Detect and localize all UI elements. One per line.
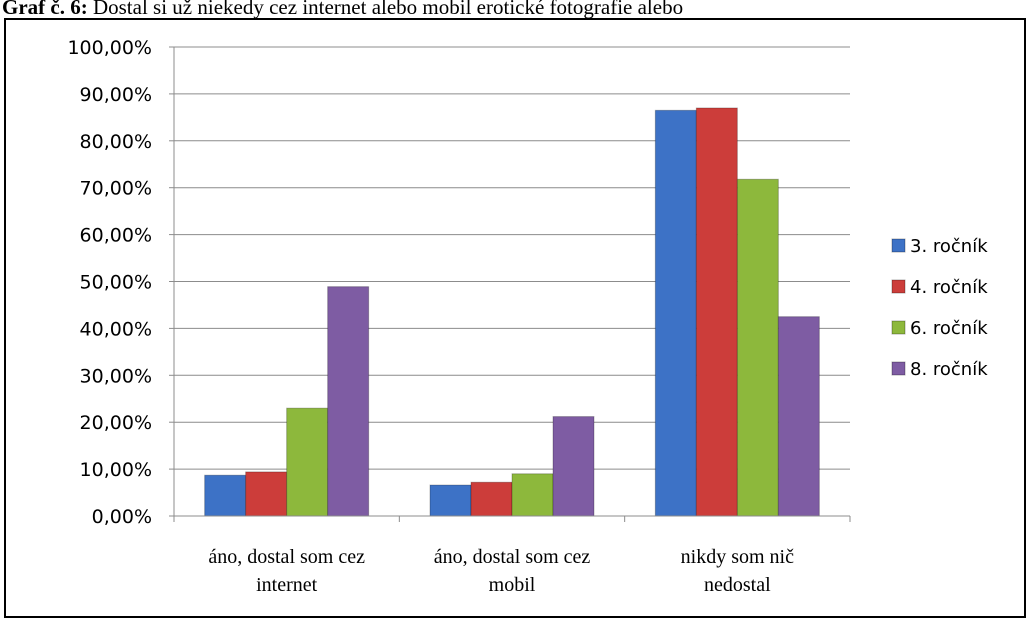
x-category-label: mobil (489, 574, 536, 596)
x-axis: áno, dostal som cez internet áno, dostal s… (173, 515, 851, 596)
bar (511, 473, 554, 517)
legend: 3. ročník 4. ročník 6. ročník 8. ročník (891, 236, 988, 380)
bar (695, 107, 738, 517)
x-category-label: nedostal (704, 574, 771, 596)
x-category-label: áno, dostal som cez (434, 546, 591, 568)
x-category-label: nikdy som nič (681, 546, 794, 568)
y-tick-label: 100,00% (67, 37, 152, 59)
y-tick-label: 80,00% (80, 131, 152, 153)
y-tick-label: 40,00% (80, 318, 152, 340)
legend-label: 4. ročník (910, 277, 988, 298)
bar (327, 286, 370, 517)
bar (429, 484, 472, 517)
bar (470, 481, 513, 517)
chart-frame: 0,00% 10,00% 20,00% 30,00% 40,00% 50,00% 60,00… (4, 18, 1026, 618)
bar (777, 316, 820, 517)
x-category-label: áno, dostal som cez (208, 546, 365, 568)
y-tick-label: 90,00% (80, 84, 152, 106)
title-text: Dostal si už niekedy cez internet alebo … (92, 0, 684, 19)
y-tick-label: 20,00% (80, 412, 152, 434)
legend-swatch (891, 320, 906, 335)
y-tick-label: 50,00% (80, 272, 152, 294)
y-tick-label: 30,00% (80, 365, 152, 387)
title-lead: Graf č. 6: (2, 0, 88, 19)
legend-swatch (891, 361, 906, 376)
bar (552, 416, 595, 517)
bar (736, 178, 779, 517)
bar (245, 471, 288, 517)
y-axis: 0,00% 10,00% 20,00% 30,00% 40,00% 50,00% 60,00… (67, 37, 175, 528)
legend-swatch (891, 279, 906, 294)
bar-chart: 0,00% 10,00% 20,00% 30,00% 40,00% 50,00% 60,00… (67, 37, 988, 596)
bar (654, 109, 697, 517)
bar (204, 474, 247, 517)
bar (286, 407, 329, 517)
legend-label: 8. ročník (910, 359, 988, 380)
legend-label: 6. ročník (910, 318, 988, 339)
page-title: Graf č. 6: Dostal si už niekedy cez inte… (2, 0, 1032, 20)
bars (204, 107, 820, 517)
legend-label: 3. ročník (910, 236, 988, 257)
x-category-label: internet (256, 574, 318, 596)
y-tick-label: 10,00% (80, 459, 152, 481)
y-tick-label: 0,00% (92, 506, 152, 528)
y-tick-label: 60,00% (80, 225, 152, 247)
legend-swatch (891, 238, 906, 253)
y-tick-label: 70,00% (80, 178, 152, 200)
